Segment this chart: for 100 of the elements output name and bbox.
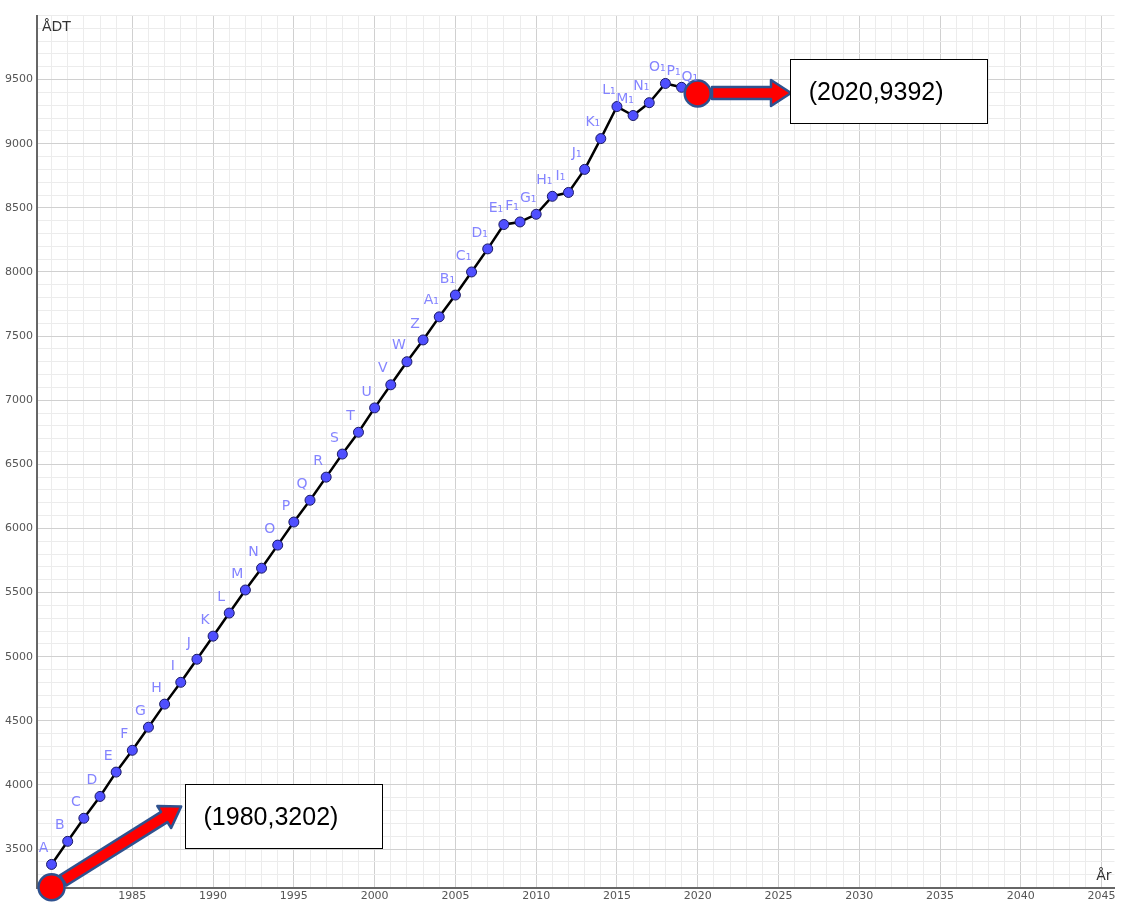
- data-label: Q₁: [681, 68, 699, 85]
- data-label: N₁: [633, 77, 650, 94]
- y-tick-label: 8000: [5, 264, 33, 278]
- point: [223, 607, 235, 619]
- point: [304, 494, 316, 506]
- data-label: H₁: [536, 170, 553, 187]
- data-label: Z: [410, 314, 420, 331]
- data-label: H: [151, 678, 162, 695]
- point: [627, 110, 639, 122]
- point: [142, 721, 154, 733]
- annotation: (2020,9392): [808, 77, 944, 107]
- data-label: M: [231, 564, 244, 581]
- point: [401, 356, 413, 368]
- point: [579, 163, 591, 175]
- point: [482, 243, 494, 255]
- data-label: Q: [296, 474, 308, 491]
- data-label: R: [313, 451, 324, 468]
- data-label: F₁: [505, 196, 519, 213]
- y-tick-label: 6000: [5, 521, 33, 535]
- x-tick-label: 2045: [1087, 888, 1116, 902]
- data-label: O₁: [649, 58, 666, 75]
- x-tick-label: 1990: [199, 888, 228, 902]
- data-label: E: [103, 746, 113, 763]
- point: [78, 812, 90, 824]
- point: [595, 133, 607, 145]
- point: [175, 676, 187, 688]
- point: [159, 698, 171, 710]
- data-label: G: [135, 701, 146, 718]
- data-label: E₁: [488, 199, 504, 216]
- data-label: K: [200, 610, 211, 627]
- data-label: L₁: [602, 81, 616, 98]
- point: [110, 766, 122, 778]
- data-label: I₁: [555, 167, 566, 184]
- point: [369, 402, 381, 414]
- x-tick-label: 2000: [360, 888, 389, 902]
- point: [659, 77, 671, 89]
- point: [449, 289, 461, 301]
- y-tick-label: 7500: [5, 328, 33, 342]
- point: [417, 334, 429, 346]
- data-label: A₁: [423, 291, 439, 308]
- data-label: M₁: [616, 90, 634, 107]
- data-label: P: [281, 496, 291, 513]
- point: [37, 872, 66, 902]
- x-tick-label: 2020: [683, 888, 712, 902]
- x-tick-label: 2025: [764, 888, 793, 902]
- point: [191, 653, 203, 665]
- x-tick-label: 2040: [1006, 888, 1035, 902]
- point: [272, 539, 284, 551]
- data-label: K₁: [585, 113, 601, 130]
- point: [385, 379, 397, 391]
- point: [530, 208, 542, 220]
- point: [288, 516, 300, 528]
- data-label: A: [38, 839, 49, 856]
- point: [514, 216, 526, 228]
- point: [352, 426, 364, 438]
- x-tick-label: 1985: [118, 888, 147, 902]
- data-label: J₁: [570, 144, 582, 161]
- callout-box: (1980,3202): [184, 784, 383, 850]
- y-tick-label: 9000: [5, 136, 33, 150]
- x-axis-title: År: [1096, 867, 1112, 884]
- x-tick-label: 2035: [926, 888, 955, 902]
- point: [546, 190, 558, 202]
- point: [562, 186, 574, 198]
- annotation: (1980,3202): [203, 802, 339, 832]
- data-label: L: [217, 587, 226, 604]
- data-label: W: [392, 336, 407, 353]
- y-tick-label: 5000: [5, 649, 33, 663]
- data-label: V: [377, 359, 388, 376]
- data-label: J: [185, 633, 191, 650]
- point: [46, 858, 58, 870]
- x-tick-label: 2005: [441, 888, 470, 902]
- data-label: S: [329, 428, 339, 445]
- data-label: B₁: [439, 269, 456, 286]
- data-label: D: [86, 771, 98, 788]
- x-tick-label: 2030: [845, 888, 874, 902]
- point: [239, 584, 251, 596]
- point: [611, 101, 623, 113]
- y-tick-label: 5500: [5, 585, 33, 599]
- point: [62, 835, 74, 847]
- x-tick-label: 1995: [279, 888, 308, 902]
- callout-box: (2020,9392): [789, 59, 988, 125]
- point: [94, 790, 106, 802]
- data-label: P₁: [666, 61, 681, 78]
- point: [126, 744, 138, 756]
- data-label: O: [264, 519, 276, 536]
- point: [320, 471, 332, 483]
- data-label: D₁: [471, 223, 488, 240]
- y-tick-label: 8500: [5, 200, 33, 214]
- y-tick-label: 4000: [5, 777, 33, 791]
- point: [336, 448, 348, 460]
- data-label: F: [120, 724, 129, 741]
- x-tick-label: 2010: [522, 888, 551, 902]
- y-tick-label: 6500: [5, 457, 33, 471]
- data-label: B: [54, 815, 65, 832]
- point: [256, 562, 268, 574]
- data-label: U: [361, 382, 372, 399]
- data-label: C: [70, 792, 81, 809]
- x-tick-label: 2015: [602, 888, 631, 902]
- point: [433, 311, 445, 323]
- data-label: I: [170, 656, 175, 673]
